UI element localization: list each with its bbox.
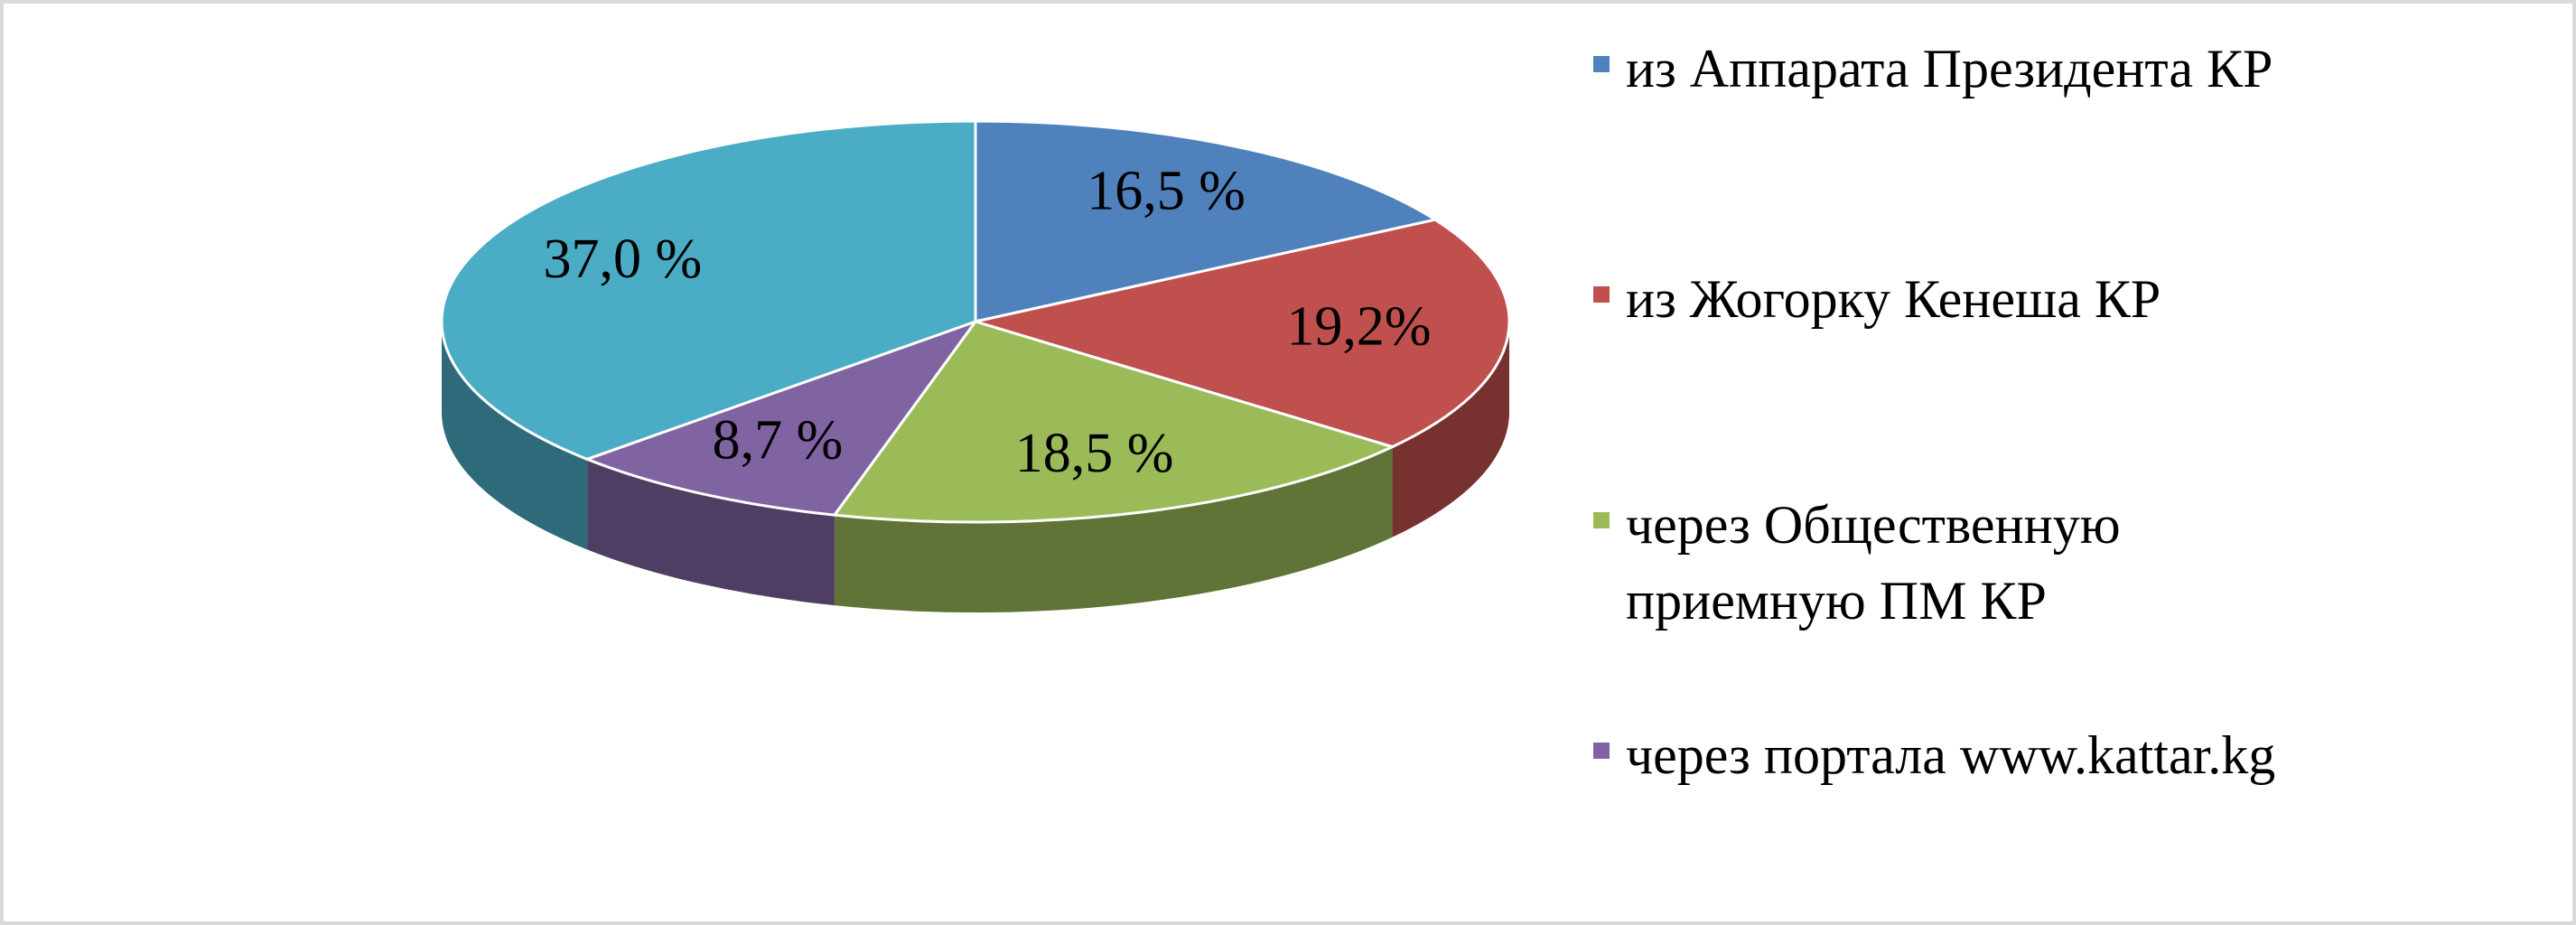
legend-entry: через портала www.kattar.kg xyxy=(1593,717,2275,793)
legend-label: через портала www.kattar.kg xyxy=(1626,725,2276,785)
slice-side-shade xyxy=(1392,322,1510,537)
data-label: 18,5 % xyxy=(1015,423,1174,484)
slice xyxy=(970,218,1511,449)
slice xyxy=(440,119,977,461)
data-label: 16,5 % xyxy=(1087,160,1246,221)
slice xyxy=(832,320,1396,524)
data-label: 19,2% xyxy=(1286,296,1431,358)
slice-side xyxy=(1392,322,1510,537)
legend-swatch xyxy=(1593,56,1610,72)
legend-label: из Аппарата Президента КР xyxy=(1626,39,2273,98)
pie-area: 16,5 % 19,2% 18,5 % 8,7 % 37,0 % xyxy=(440,119,1511,612)
slice-side xyxy=(587,459,835,606)
legend-swatch xyxy=(1593,512,1610,528)
legend-label: через Общественную приемную ПМ КР xyxy=(1626,495,2121,631)
slice-side xyxy=(442,322,588,550)
data-label: 37,0 % xyxy=(543,229,702,290)
slice-side-shade xyxy=(442,322,588,550)
legend-swatch xyxy=(1593,743,1610,759)
legend-entry: из Аппарата Президента КР xyxy=(1593,31,2273,107)
legend-entry: через Общественную приемную ПМ КР xyxy=(1593,487,2121,639)
slice-side-shade xyxy=(834,446,1393,612)
slice xyxy=(583,318,980,517)
legend-label: из Жогорку Кенеша КР xyxy=(1626,269,2161,329)
legend-entry: из Жогорку Кенеша КР xyxy=(1593,261,2161,337)
slice-side-shade xyxy=(587,459,835,606)
slice xyxy=(974,119,1439,323)
slice-side xyxy=(834,446,1393,612)
legend-swatch xyxy=(1593,286,1610,303)
data-label: 8,7 % xyxy=(713,409,844,471)
